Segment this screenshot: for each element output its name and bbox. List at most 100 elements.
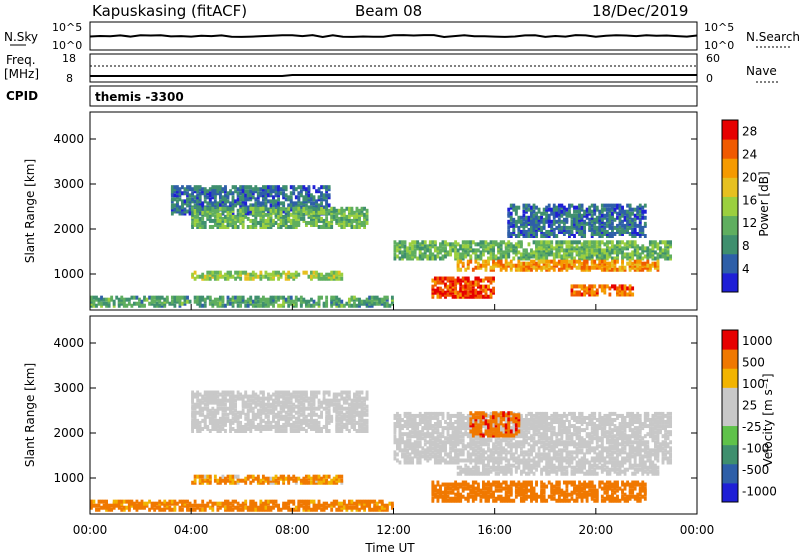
data-cell bbox=[269, 408, 273, 413]
data-cell bbox=[261, 193, 265, 198]
data-cell bbox=[555, 209, 559, 214]
data-cell bbox=[203, 420, 207, 425]
data-cell bbox=[492, 288, 495, 293]
data-cell bbox=[320, 295, 323, 300]
data-cell bbox=[573, 217, 576, 222]
data-cell bbox=[196, 390, 200, 395]
data-cell bbox=[638, 252, 642, 257]
data-cell bbox=[198, 197, 202, 202]
data-cell bbox=[580, 244, 584, 249]
data-cell bbox=[218, 297, 222, 302]
data-cell bbox=[239, 410, 243, 415]
data-cell bbox=[345, 400, 349, 405]
data-cell bbox=[203, 189, 207, 194]
data-cell bbox=[482, 436, 485, 441]
data-cell bbox=[274, 189, 278, 194]
data-cell bbox=[312, 214, 316, 219]
data-cell bbox=[525, 261, 528, 266]
data-cell bbox=[297, 197, 301, 202]
data-cell bbox=[216, 218, 220, 223]
data-cell bbox=[613, 256, 617, 261]
data-cell bbox=[418, 254, 422, 259]
data-cell bbox=[292, 206, 296, 211]
data-cell bbox=[234, 199, 237, 204]
data-cell bbox=[519, 229, 523, 234]
data-cell bbox=[234, 203, 237, 208]
data-cell bbox=[191, 214, 194, 219]
data-cell bbox=[428, 248, 432, 253]
data-cell bbox=[274, 295, 278, 300]
data-cell bbox=[254, 412, 258, 417]
data-cell bbox=[603, 221, 607, 226]
data-cell bbox=[355, 402, 359, 407]
data-cell bbox=[231, 297, 235, 302]
data-cell bbox=[347, 418, 351, 423]
data-cell bbox=[261, 189, 265, 194]
data-cell bbox=[471, 282, 475, 287]
data-cell bbox=[353, 303, 356, 308]
data-cell bbox=[560, 227, 564, 232]
data-cell bbox=[666, 256, 670, 261]
data-cell bbox=[623, 223, 627, 228]
data-cell bbox=[492, 242, 495, 247]
data-cell bbox=[231, 220, 235, 225]
data-cell bbox=[327, 390, 331, 395]
data-cell bbox=[216, 410, 220, 415]
data-cell bbox=[229, 189, 232, 194]
data-cell bbox=[489, 267, 493, 272]
data-cell bbox=[431, 424, 435, 429]
data-cell bbox=[573, 246, 576, 251]
data-cell bbox=[310, 216, 313, 221]
data-cell bbox=[325, 418, 329, 423]
data-cell bbox=[294, 195, 298, 200]
data-cell bbox=[570, 246, 574, 251]
data-cell bbox=[580, 203, 584, 208]
data-cell bbox=[433, 454, 437, 459]
data-cell bbox=[651, 246, 655, 251]
data-cell bbox=[418, 430, 422, 435]
data-cell bbox=[628, 261, 632, 266]
data-cell bbox=[347, 210, 351, 215]
data-cell bbox=[340, 299, 344, 304]
data-cell bbox=[221, 396, 225, 401]
data-cell bbox=[216, 208, 220, 213]
data-cell bbox=[282, 303, 286, 308]
data-cell bbox=[423, 413, 427, 418]
data-cell bbox=[532, 413, 536, 418]
data-cell bbox=[487, 438, 490, 443]
data-cell bbox=[355, 398, 359, 403]
data-cell bbox=[231, 201, 235, 206]
data-cell bbox=[317, 210, 321, 215]
data-cell bbox=[611, 207, 614, 212]
data-cell bbox=[441, 440, 445, 445]
data-cell bbox=[454, 440, 458, 445]
data-cell bbox=[191, 412, 194, 417]
data-cell bbox=[603, 215, 607, 220]
data-cell bbox=[198, 222, 202, 227]
data-cell bbox=[340, 216, 344, 221]
data-cell bbox=[226, 390, 230, 395]
data-cell bbox=[246, 225, 250, 229]
data-cell bbox=[312, 299, 316, 304]
data-cell bbox=[299, 185, 303, 190]
data-cell bbox=[519, 413, 523, 418]
data-cell bbox=[636, 231, 640, 236]
data-cell bbox=[279, 225, 283, 229]
data-cell bbox=[456, 261, 460, 266]
data-cell bbox=[446, 411, 450, 416]
data-cell bbox=[641, 209, 645, 214]
data-cell bbox=[628, 242, 632, 247]
data-cell bbox=[251, 416, 255, 421]
data-cell bbox=[365, 390, 369, 395]
data-cell bbox=[623, 267, 627, 272]
data-cell bbox=[522, 229, 526, 234]
data-cell bbox=[289, 199, 293, 204]
data-cell bbox=[540, 417, 544, 422]
data-cell bbox=[307, 208, 311, 213]
data-cell bbox=[261, 197, 265, 202]
data-cell bbox=[527, 452, 531, 457]
data-cell bbox=[272, 222, 275, 227]
data-cell bbox=[246, 272, 250, 277]
data-cell bbox=[570, 240, 574, 245]
data-cell bbox=[312, 390, 316, 395]
